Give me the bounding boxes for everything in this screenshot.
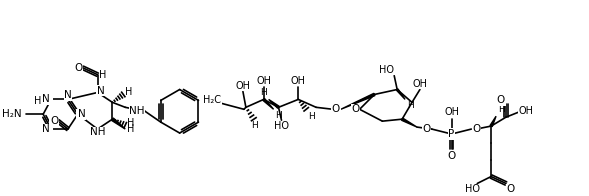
Text: O: O [423,124,431,134]
Text: OH: OH [291,76,306,86]
Text: H: H [125,87,133,97]
Text: O: O [507,184,515,194]
Text: HO: HO [379,65,394,75]
Text: O: O [332,104,340,114]
Text: OH: OH [236,81,250,91]
Text: H: H [98,70,106,80]
Text: O: O [75,63,83,73]
Polygon shape [490,116,496,127]
Text: H₂C: H₂C [203,95,221,105]
Text: H: H [127,118,135,128]
Text: H: H [407,101,414,110]
Text: H: H [127,124,135,134]
Text: N: N [42,94,50,104]
Text: O: O [352,104,360,114]
Text: P: P [448,129,455,139]
Text: N: N [77,109,85,119]
Polygon shape [396,89,405,99]
Polygon shape [269,99,279,108]
Polygon shape [341,93,375,109]
Text: NH: NH [130,106,145,116]
Text: N: N [44,94,52,104]
Text: OH: OH [518,106,533,116]
Text: OH: OH [444,107,459,117]
Text: N: N [64,90,72,100]
Polygon shape [263,99,273,109]
Text: H: H [308,112,315,121]
Text: O: O [50,116,58,126]
Text: N: N [44,124,52,134]
Text: HO: HO [465,184,480,194]
Text: O: O [497,95,505,105]
Text: O: O [448,151,456,161]
Polygon shape [111,118,125,129]
Text: H: H [252,121,258,130]
Text: HO: HO [274,121,289,131]
Text: N: N [42,124,50,134]
Text: H: H [34,96,41,106]
Text: O: O [472,124,481,134]
Text: NH: NH [90,127,105,137]
Text: H: H [498,105,505,114]
Text: OH: OH [256,76,271,86]
Text: N: N [78,109,85,119]
Text: H: H [276,111,282,120]
Text: OH: OH [412,79,428,89]
Text: H₂N: H₂N [2,109,21,119]
Text: H: H [260,88,267,97]
Text: N: N [97,85,104,95]
Polygon shape [402,118,417,127]
